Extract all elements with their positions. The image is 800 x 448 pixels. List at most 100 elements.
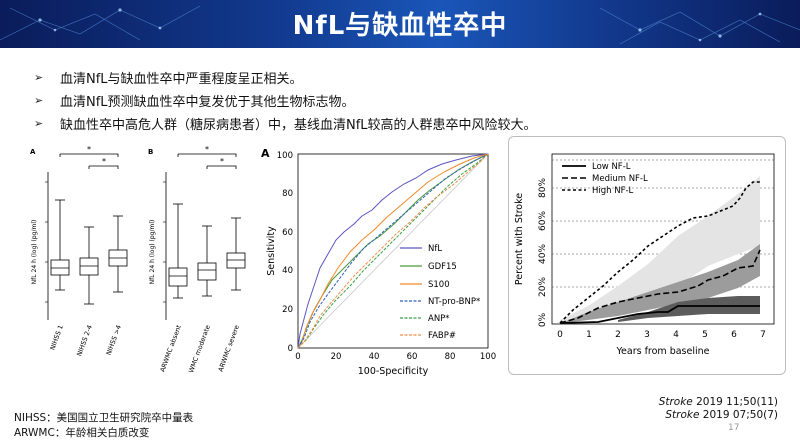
significance-bracket <box>177 153 237 157</box>
panel-label: A <box>261 147 270 160</box>
footnote-nihss: NIHSS：美国国立卫生研究院卒中量表 <box>14 412 194 424</box>
panel-label: B <box>148 148 153 156</box>
x-tick-label: ARWMC moderate <box>184 324 212 372</box>
significance-bracket <box>88 165 119 169</box>
legend-label: GDF15 <box>428 262 457 272</box>
x-tick-label: NIHSS 1 <box>48 324 64 351</box>
x-axis-label: Years from baseline <box>615 346 709 357</box>
x-ticks: 0 1 2 3 4 5 6 7 <box>557 330 766 340</box>
legend-label: Medium NF-L <box>592 174 648 184</box>
box-arwmc-absent <box>168 203 188 299</box>
legend-label: NfL <box>428 244 442 254</box>
svg-text:60: 60 <box>282 228 293 238</box>
significance-bracket <box>59 153 119 157</box>
y-axis-label: NfL 24 h (log) (pg/ml) <box>31 220 38 285</box>
page-title: NfL与缺血性卒中 <box>292 11 508 41</box>
panel-label: A <box>30 148 36 156</box>
roc-chart: A 0 20 40 60 80 100 0 20 40 60 80 100 10… <box>261 147 496 377</box>
x-tick-label: ARWMC severe <box>217 324 241 372</box>
y-axis-label: NfL 24 h (log) (pg/ml) <box>149 220 156 285</box>
km-legend: Low NF-L Medium NF-L High NF-L <box>562 162 648 196</box>
legend-label: ANP* <box>428 314 450 324</box>
svg-text:20%: 20% <box>538 277 548 297</box>
y-axis-label: Sensitivity <box>266 226 277 276</box>
svg-text:40: 40 <box>282 266 293 276</box>
x-tick-label: NIHSS >4 <box>105 324 123 356</box>
roc-curve-fabp <box>297 153 489 349</box>
arrow-bullet-icon: ➢ <box>34 117 44 130</box>
box-nihss-gt4 <box>108 215 128 293</box>
km-chart: 0% 20% 40% 60% 80% Percent with Stroke 0… <box>514 153 775 357</box>
x-axis-label: 100-Specificity <box>358 366 429 377</box>
roc-curve-nfl <box>297 153 489 349</box>
x-tick-label: ARWMC absent <box>158 324 183 372</box>
footnote-arwmc: ARWMC：年龄相关白质改变 <box>14 427 150 439</box>
significance-bracket <box>206 165 237 169</box>
significance-star: * <box>87 145 91 154</box>
reference-diagonal <box>297 153 489 349</box>
y-ticks: 0% 20% 40% 60% 80% <box>538 178 548 328</box>
box-arwmc-severe <box>226 217 246 291</box>
legend-label: Low NF-L <box>592 162 631 172</box>
svg-text:3: 3 <box>644 330 650 340</box>
roc-curve-nt-pro-bnp <box>297 153 489 349</box>
svg-text:20: 20 <box>282 305 293 315</box>
box-nihss-1 <box>50 199 70 291</box>
bullet-item: ➢ 缺血性卒中高危人群（糖尿病患者）中，基线血清NfL较高的人群患卒中风险较大。 <box>34 112 774 135</box>
svg-text:0: 0 <box>288 344 293 354</box>
page-number: 17 <box>728 423 740 433</box>
legend-label: FABP# <box>428 331 456 341</box>
reference-2: Stroke 2019 07;50(7) <box>665 409 778 421</box>
svg-text:40%: 40% <box>538 244 548 264</box>
svg-text:60%: 60% <box>538 211 548 231</box>
plot-area <box>297 153 489 349</box>
svg-text:4: 4 <box>673 330 679 340</box>
y-ticks: 0 20 40 60 80 100 <box>277 151 293 354</box>
banner-network-decoration <box>0 5 800 45</box>
svg-text:20: 20 <box>331 352 342 362</box>
bullet-text: 缺血性卒中高危人群（糖尿病患者）中，基线血清NfL较高的人群患卒中风险较大。 <box>60 118 537 133</box>
svg-text:1: 1 <box>586 330 592 340</box>
km-chart-frame <box>508 136 786 375</box>
plot-area <box>551 153 775 325</box>
legend-label: S100 <box>428 280 450 290</box>
curve-medium-nfl <box>559 249 761 324</box>
boxplot-arwmc: B * * NfL 24 h (log) (pg/ml) ARWMC absen… <box>148 145 246 372</box>
bullet-text: 血清NfL预测缺血性卒中复发优于其他生物标志物。 <box>60 95 355 110</box>
svg-text:100: 100 <box>480 352 496 362</box>
x-tick-label: NIHSS 2-4 <box>75 324 94 357</box>
ci-band-low <box>618 296 760 322</box>
box-nihss-2-4 <box>79 226 99 305</box>
svg-text:40: 40 <box>369 352 380 362</box>
svg-text:2: 2 <box>615 330 621 340</box>
bullet-text: 血清NfL与缺血性卒中严重程度呈正相关。 <box>60 72 303 87</box>
significance-star: * <box>102 157 106 166</box>
legend-label: NT-pro-BNP* <box>428 297 480 307</box>
curve-low-nfl <box>559 305 760 324</box>
roc-legend: NfL GDF15 S100 NT-pro-BNP* ANP* FABP# <box>400 244 480 341</box>
svg-text:80: 80 <box>282 189 293 199</box>
svg-text:0: 0 <box>295 352 300 362</box>
significance-star: * <box>205 145 209 154</box>
roc-curve-anp <box>297 153 489 349</box>
svg-text:80%: 80% <box>538 178 548 198</box>
svg-text:80: 80 <box>445 352 456 362</box>
svg-text:5: 5 <box>702 330 708 340</box>
references: Stroke 2019 11;50(11) Stroke 2019 07;50(… <box>659 396 778 422</box>
svg-text:6: 6 <box>731 330 737 340</box>
arrow-bullet-icon: ➢ <box>34 94 44 107</box>
bullet-item: ➢ 血清NfL与缺血性卒中严重程度呈正相关。 <box>34 66 774 89</box>
legend-label: High NF-L <box>592 186 634 196</box>
x-ticks: 0 20 40 60 80 100 <box>295 352 496 362</box>
significance-star: * <box>220 157 224 166</box>
svg-text:0: 0 <box>557 330 563 340</box>
svg-text:60: 60 <box>407 352 418 362</box>
roc-curve-s100 <box>297 153 489 349</box>
header-banner: NfL与缺血性卒中 <box>0 0 800 48</box>
y-axis-label: Percent with Stroke <box>514 193 525 285</box>
box-arwmc-moderate <box>197 225 217 297</box>
curve-high-nfl <box>559 181 760 324</box>
boxplot-nihss: A * * NfL 24 h (log) (pg/ml) NIHSS 1 NIH… <box>30 145 128 357</box>
svg-text:7: 7 <box>760 330 766 340</box>
bullet-item: ➢ 血清NfL预测缺血性卒中复发优于其他生物标志物。 <box>34 89 774 112</box>
